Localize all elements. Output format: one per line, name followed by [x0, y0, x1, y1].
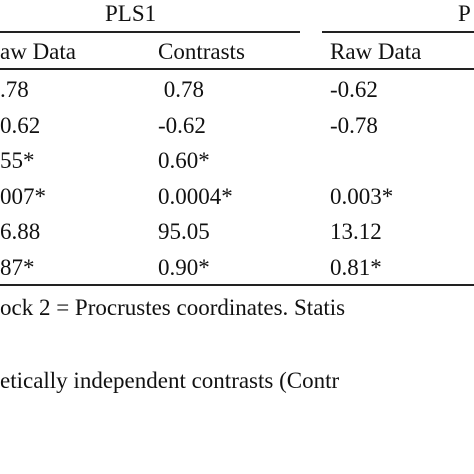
cell: 0.62 [0, 112, 41, 138]
rule [0, 31, 300, 33]
group-header: PLS1 [105, 1, 157, 26]
rule [0, 284, 474, 286]
cell: .78 [0, 77, 29, 102]
cell: 55* [0, 148, 35, 173]
column-header: Contrasts [158, 39, 245, 64]
cell: -0.62 [158, 112, 206, 138]
column-header: Raw Data [330, 39, 422, 64]
cell: 6.88 [0, 219, 41, 244]
cell: 95.05 [158, 219, 210, 244]
cell: -0.78 [330, 112, 378, 138]
note: ock 2 = Procrustes coordinates. Statis [0, 295, 346, 320]
cell: 0.003* [330, 183, 394, 209]
group-header: P [458, 1, 471, 26]
cell: 13.12 [330, 219, 382, 244]
cell: 0.60* [158, 148, 210, 173]
rule [322, 31, 474, 33]
cell: 0.0004* [158, 183, 233, 209]
cell: -0.62 [330, 77, 378, 102]
cell: 0.90* [158, 254, 210, 280]
rule [0, 68, 474, 70]
column-header: aw Data [0, 39, 76, 64]
note: etically independent contrasts (Contr [0, 368, 340, 393]
cell: 0.78 [158, 77, 204, 102]
cell: 87* [0, 254, 35, 280]
cell: 0.81* [330, 254, 382, 280]
cell: 007* [0, 183, 46, 209]
